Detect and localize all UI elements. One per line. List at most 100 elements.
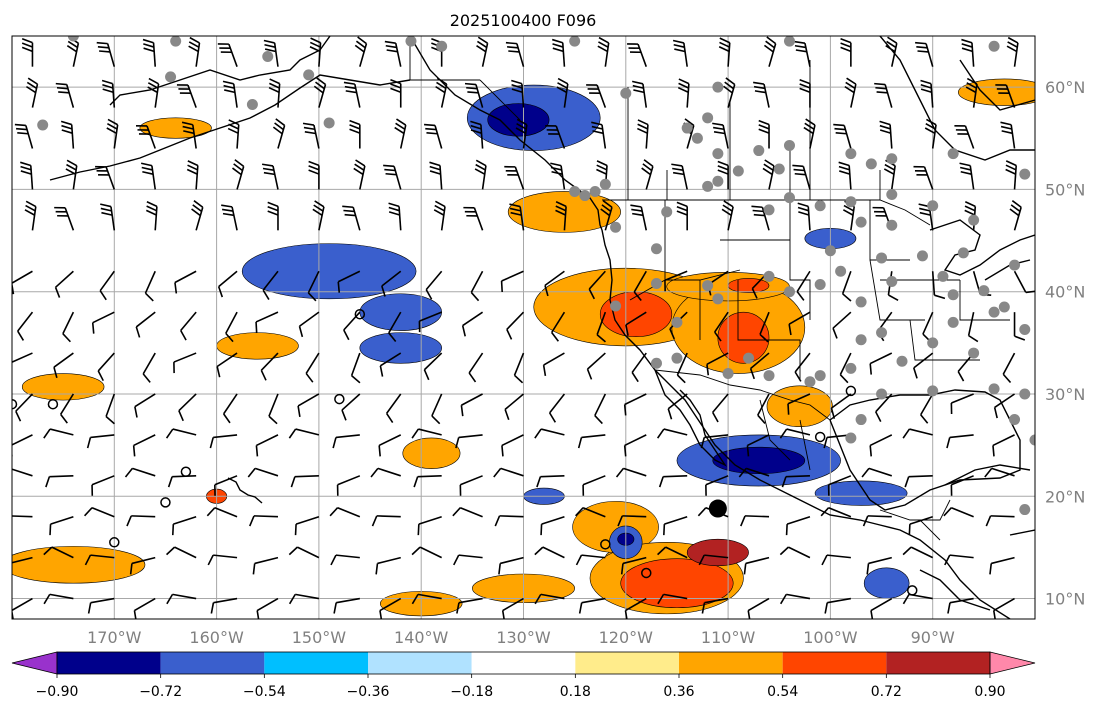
wind-barb: [931, 271, 946, 300]
wind-barb: [631, 352, 647, 383]
latitude-labels: 60°N 50°N 40°N 30°N 20°N 10°N: [1045, 78, 1085, 608]
barb-flag: [342, 205, 354, 209]
barb-flag: [643, 159, 654, 167]
barb-staff: [540, 475, 565, 478]
barb-flag: [436, 81, 447, 90]
barb-flag: [515, 127, 527, 134]
wind-barb: [96, 41, 116, 67]
barb-flag: [505, 41, 517, 45]
barb-staff: [909, 515, 933, 525]
wind-barb: [262, 270, 279, 300]
barb-staff: [461, 393, 483, 406]
barb-staff: [294, 475, 319, 478]
positive-region: [12, 546, 146, 584]
barb-flag: [966, 77, 978, 85]
barb-flag: [959, 162, 971, 167]
calm-point: [641, 567, 652, 579]
wind-barb: [370, 467, 401, 478]
barb-staff: [213, 554, 238, 559]
station-point: [610, 300, 622, 312]
barb-flag: [264, 48, 277, 53]
wind-barb: [494, 515, 524, 527]
wind-barb: [600, 200, 613, 231]
wind-barb: [824, 597, 851, 614]
latitude-label: 60°N: [1045, 78, 1085, 97]
barb-flag: [757, 414, 766, 424]
barb-staff: [714, 311, 729, 333]
wind-barb: [676, 352, 688, 384]
barb-flag: [344, 85, 356, 90]
wind-barb: [411, 593, 442, 605]
station-point: [783, 36, 795, 47]
barb-flag: [625, 324, 629, 336]
barb-staff: [131, 515, 156, 518]
wind-barb: [133, 597, 156, 619]
wind-barb: [43, 428, 74, 439]
barb-staff: [133, 434, 156, 447]
wind-barb: [950, 393, 974, 414]
barb-staff: [144, 270, 156, 294]
barb-staff: [1013, 270, 1027, 293]
barb-staff: [875, 393, 893, 413]
wind-barb: [43, 593, 74, 605]
wind-barb: [214, 475, 238, 496]
wind-barb: [596, 311, 607, 343]
wind-barb: [751, 205, 770, 231]
wind-barb: [100, 203, 116, 231]
barb-flag: [429, 165, 441, 171]
barb-flag: [804, 122, 815, 130]
barb-flag: [846, 77, 857, 85]
barb-flag: [591, 125, 603, 130]
station-point: [814, 370, 826, 382]
barb-flag: [792, 164, 804, 168]
barb-flag: [722, 204, 733, 212]
barb-flag: [99, 50, 111, 53]
barb-flag: [313, 85, 324, 94]
barb-flag: [717, 169, 729, 175]
barb-staff: [581, 434, 606, 439]
barb-flag: [166, 546, 176, 556]
wind-barb: [188, 36, 201, 67]
map-panel: [12, 36, 1035, 619]
barb-staff: [868, 467, 893, 477]
barb-flag: [101, 211, 113, 216]
longitude-labels: 170°W 160°W 150°W 140°W 130°W 120°W 110°W 100°W…: [87, 628, 955, 647]
wind-barb: [967, 311, 979, 343]
wind-barb: [411, 546, 443, 559]
wind-barb: [542, 352, 565, 377]
barb-flag: [759, 333, 769, 343]
barb-staff: [500, 467, 524, 477]
political-borders: [409, 36, 1010, 541]
station-point: [579, 190, 591, 202]
barb-flag: [542, 364, 547, 377]
barb-flag: [633, 89, 645, 94]
wind-barb: [464, 82, 484, 108]
barb-flag: [470, 291, 480, 302]
wind-barb: [869, 434, 893, 457]
wind-barb: [99, 270, 115, 301]
barb-flag: [839, 170, 851, 175]
barb-flag: [799, 87, 811, 93]
wind-barb: [513, 352, 525, 384]
barb-flag: [820, 507, 830, 517]
barb-flag: [697, 507, 707, 517]
barb-staff: [991, 467, 1015, 477]
barb-staff: [17, 311, 34, 332]
barb-flag: [788, 324, 792, 336]
barb-flag: [913, 367, 918, 379]
wind-barb: [676, 201, 688, 231]
barb-flag: [714, 331, 722, 342]
barb-staff: [625, 597, 647, 612]
barb-staff: [337, 506, 361, 518]
barb-staff: [745, 556, 770, 565]
barb-staff: [262, 270, 279, 291]
barb-flag: [288, 593, 296, 605]
barb-flag: [920, 79, 932, 85]
barb-flag: [165, 428, 174, 439]
barb-staff: [870, 597, 893, 612]
barb-staff: [664, 270, 688, 281]
station-point: [681, 122, 693, 134]
station-point: [876, 388, 888, 400]
colorbar-segment: [782, 652, 887, 674]
barb-flag: [83, 507, 93, 517]
